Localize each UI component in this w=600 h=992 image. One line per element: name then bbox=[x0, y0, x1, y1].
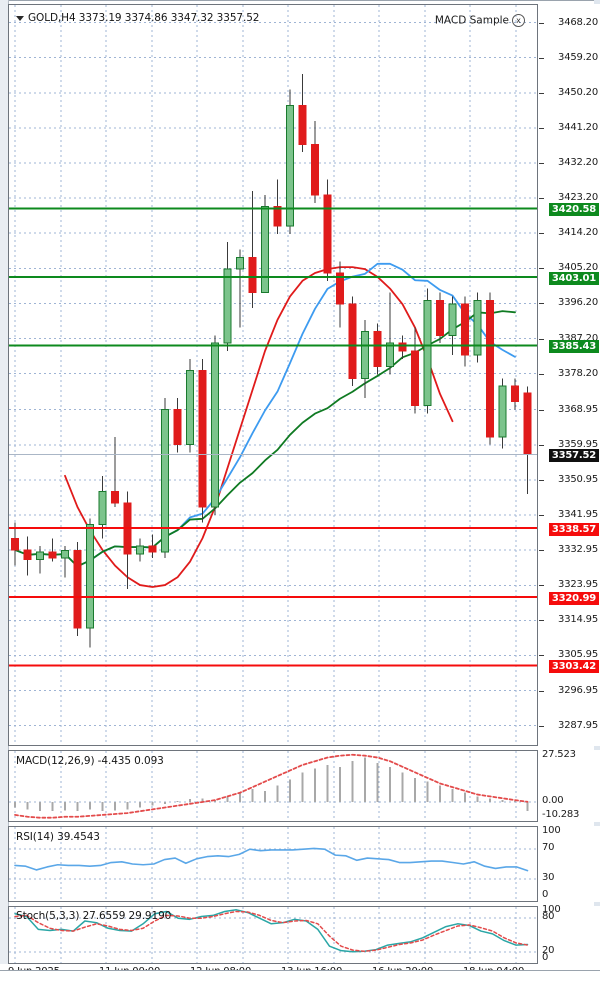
price-tick bbox=[539, 127, 544, 129]
price-tick bbox=[539, 303, 544, 305]
stoch-pane[interactable]: Stoch(5,3,3) 27.6559 29.9190 bbox=[8, 906, 538, 964]
price-tick-label: 3323.95 bbox=[558, 579, 598, 591]
price-tick bbox=[539, 268, 544, 270]
price-tick bbox=[539, 620, 544, 622]
price-tick-label: 3359.95 bbox=[558, 438, 598, 450]
price-level-tag[interactable]: 3320.99 bbox=[548, 591, 599, 605]
price-pane[interactable]: GOLD,H4 3373.19 3374.86 3347.32 3357.52 … bbox=[8, 4, 538, 746]
price-tick-label: 3287.95 bbox=[558, 719, 598, 731]
price-tick bbox=[539, 233, 544, 235]
macd-axis: 27.523 0.00 -10.283 bbox=[538, 750, 600, 822]
macd-pane[interactable]: MACD(12,26,9) -4.435 0.093 bbox=[8, 750, 538, 822]
stoch-axis-label: 0 bbox=[542, 952, 549, 963]
rsi-pane[interactable]: RSI(14) 39.4543 bbox=[8, 826, 538, 902]
price-tick-label: 3441.20 bbox=[558, 121, 598, 133]
template-label: MACD Sample bbox=[434, 14, 509, 27]
symbol-ohlc-text: GOLD,H4 3373.19 3374.86 3347.32 3357.52 bbox=[28, 12, 260, 24]
price-tick-label: 3432.20 bbox=[558, 156, 598, 168]
stoch-axis-label: 100 bbox=[542, 904, 561, 915]
rsi-axis: 100 70 30 0 bbox=[538, 826, 600, 902]
rsi-axis-label: 30 bbox=[542, 871, 555, 883]
price-tick-label: 3387.20 bbox=[558, 332, 598, 344]
status-bar bbox=[0, 970, 600, 992]
price-tick-label: 3459.20 bbox=[558, 51, 598, 63]
price-level-tag[interactable]: 3338.57 bbox=[548, 523, 599, 537]
price-tick bbox=[539, 162, 544, 164]
price-tick-label: 3405.20 bbox=[558, 262, 598, 274]
price-tick-label: 3450.20 bbox=[558, 86, 598, 98]
price-tick bbox=[539, 198, 544, 200]
close-template-icon[interactable]: x bbox=[512, 14, 525, 27]
price-tick bbox=[539, 655, 544, 657]
price-tick-label: 3414.20 bbox=[558, 227, 598, 239]
macd-axis-label: 27.523 bbox=[542, 749, 576, 760]
price-level-tag[interactable]: 3385.43 bbox=[548, 340, 599, 354]
stoch-axis-label: 20 bbox=[542, 944, 555, 956]
rsi-axis-label: 70 bbox=[542, 842, 555, 854]
template-badge[interactable]: MACD Sample x bbox=[435, 14, 525, 27]
macd-axis-label: 0.00 bbox=[542, 794, 564, 806]
price-tick bbox=[539, 338, 544, 340]
price-tick bbox=[539, 725, 544, 727]
last-price-tag: 3357.52 bbox=[548, 449, 599, 463]
price-tick-label: 3468.20 bbox=[558, 16, 598, 28]
stoch-axis: 100 80 20 0 bbox=[538, 904, 600, 964]
rsi-label: RSI(14) 39.4543 bbox=[16, 831, 100, 843]
rsi-axis-label: 100 bbox=[542, 825, 561, 836]
price-tick bbox=[539, 57, 544, 59]
symbol-ohlc-label: GOLD,H4 3373.19 3374.86 3347.32 3357.52 bbox=[16, 12, 259, 24]
price-tick bbox=[539, 92, 544, 94]
price-tick bbox=[539, 479, 544, 481]
macd-label: MACD(12,26,9) -4.435 0.093 bbox=[16, 755, 164, 767]
price-tick-label: 3378.20 bbox=[558, 367, 598, 379]
price-level-tag[interactable]: 3420.58 bbox=[548, 203, 599, 217]
price-tick bbox=[539, 409, 544, 411]
price-level-tag[interactable]: 3403.01 bbox=[548, 271, 599, 285]
macd-axis-label: -10.283 bbox=[542, 809, 580, 820]
price-tick bbox=[539, 550, 544, 552]
price-tick-label: 3350.95 bbox=[558, 473, 598, 485]
price-tick-label: 3314.95 bbox=[558, 614, 598, 626]
price-tick bbox=[539, 373, 544, 375]
price-tick-label: 3396.20 bbox=[558, 297, 598, 309]
price-tick-label: 3341.95 bbox=[558, 509, 598, 521]
price-tick-label: 3368.95 bbox=[558, 403, 598, 415]
price-tick bbox=[539, 444, 544, 446]
price-axis[interactable]: 3468.20 3459.20 3450.20 3441.20 3432.20 3423.… bbox=[538, 4, 600, 746]
collapse-caret-icon[interactable] bbox=[16, 15, 24, 21]
price-tick bbox=[539, 585, 544, 587]
rsi-axis-label: 0 bbox=[542, 889, 549, 900]
price-tick-label: 3296.95 bbox=[558, 684, 598, 696]
price-tick-label: 3305.95 bbox=[558, 649, 598, 661]
price-tick-label: 3332.95 bbox=[558, 544, 598, 556]
stoch-label: Stoch(5,3,3) 27.6559 29.9190 bbox=[16, 910, 172, 922]
price-tick bbox=[539, 690, 544, 692]
price-tick bbox=[539, 22, 544, 24]
price-level-tag[interactable]: 3303.42 bbox=[548, 660, 599, 674]
price-tick bbox=[539, 515, 544, 517]
price-tick-label: 3423.20 bbox=[558, 192, 598, 204]
stoch-axis-label: 80 bbox=[542, 911, 555, 923]
